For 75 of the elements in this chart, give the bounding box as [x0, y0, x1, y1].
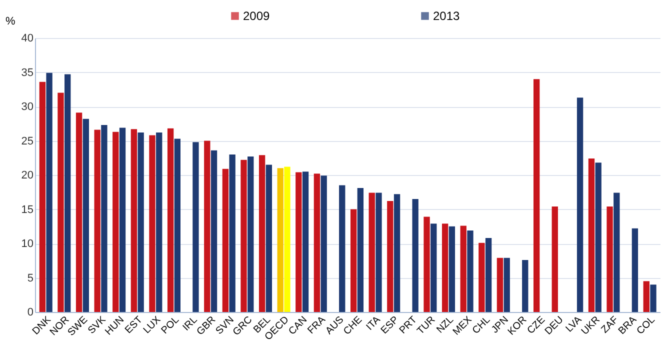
bar — [496, 258, 504, 312]
bar — [424, 216, 430, 312]
bar — [296, 172, 302, 312]
bar — [606, 206, 613, 312]
y-tick-label: 35 — [21, 66, 34, 79]
bar — [442, 224, 448, 312]
bar — [504, 258, 510, 312]
bar — [94, 130, 100, 312]
y-tick-label: 10 — [21, 238, 34, 250]
y-tick-label: 0 — [27, 306, 34, 318]
bar — [284, 166, 290, 312]
legend-label: 2013 — [433, 9, 460, 23]
bar — [101, 124, 108, 312]
bar — [174, 138, 180, 312]
y-tick-label: 25 — [21, 135, 34, 148]
x-tick-label: CHL — [470, 314, 493, 336]
y-tick-label: 20 — [21, 170, 34, 182]
bar — [320, 176, 327, 312]
bar — [266, 164, 272, 312]
y-tick-label: 40 — [21, 32, 34, 44]
bar — [376, 192, 382, 312]
bar — [138, 132, 144, 312]
legend-label: 2009 — [243, 9, 270, 23]
bar — [314, 174, 320, 312]
bar — [248, 156, 254, 312]
bar — [82, 118, 89, 312]
bar — [632, 228, 638, 312]
bar — [478, 242, 485, 312]
bar — [39, 82, 46, 312]
bar — [643, 281, 650, 312]
bar — [448, 226, 456, 312]
bar — [130, 129, 138, 312]
y-axis-title: % — [6, 16, 16, 28]
bar — [430, 224, 437, 312]
bar — [149, 135, 156, 312]
bar — [302, 172, 309, 312]
y-tick-label: 30 — [21, 101, 34, 113]
bar — [522, 260, 528, 312]
bar — [64, 74, 71, 312]
y-tick-label: 5 — [27, 272, 34, 284]
bar — [258, 155, 266, 312]
bar — [112, 132, 119, 312]
bar — [650, 284, 656, 312]
bar — [576, 98, 584, 312]
bar — [339, 185, 346, 312]
bar — [192, 142, 199, 312]
bar — [533, 79, 540, 312]
bar — [119, 128, 126, 312]
bar — [277, 168, 284, 312]
bar — [210, 150, 218, 312]
bar — [222, 168, 229, 312]
bar — [595, 162, 602, 312]
bar — [58, 92, 64, 312]
bar — [229, 154, 236, 312]
bar — [350, 209, 357, 312]
bar — [76, 112, 82, 312]
bar — [46, 72, 52, 312]
bar — [552, 206, 558, 312]
bar — [357, 188, 364, 312]
bar — [412, 198, 418, 312]
bar — [387, 201, 394, 312]
bar — [204, 140, 210, 312]
bar — [588, 158, 595, 312]
bar — [156, 132, 162, 312]
bar — [485, 238, 492, 312]
bar — [368, 192, 375, 312]
bar — [240, 160, 247, 312]
bar — [614, 192, 620, 312]
y-tick-label: 15 — [21, 204, 34, 216]
bar — [167, 128, 174, 312]
bar — [467, 230, 474, 312]
bar — [460, 226, 466, 312]
bar — [394, 194, 400, 312]
x-tick-label: TUR — [415, 314, 438, 337]
x-tick-label: POL — [159, 314, 182, 336]
